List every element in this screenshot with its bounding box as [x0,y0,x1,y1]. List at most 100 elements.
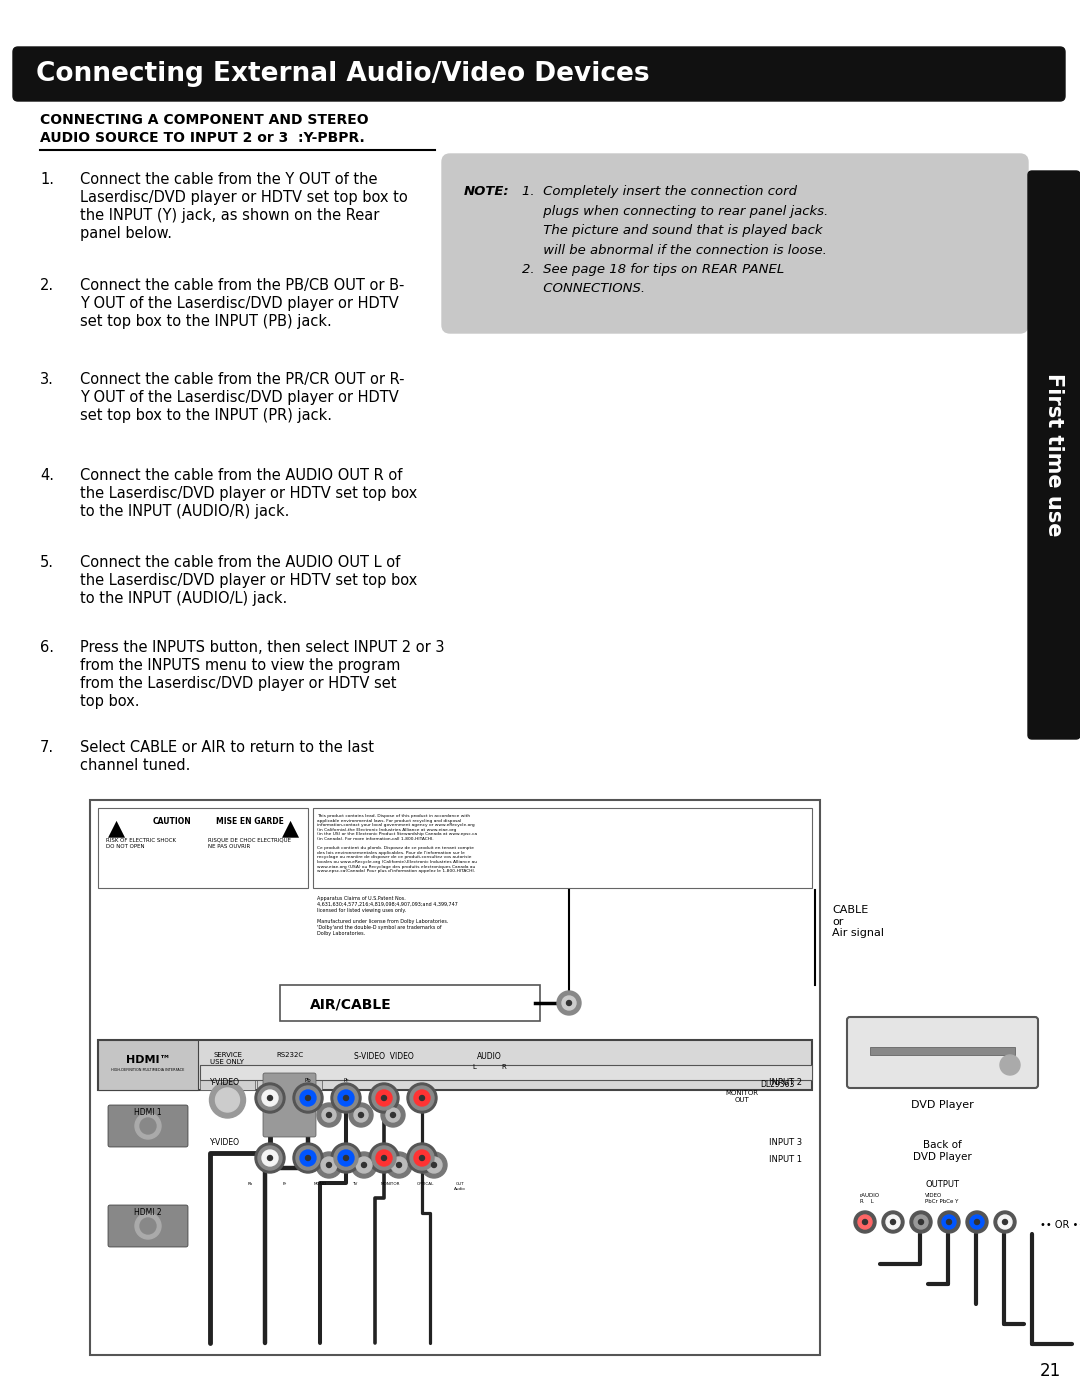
Text: HDMI™: HDMI™ [125,1055,171,1065]
Circle shape [258,1146,282,1171]
Text: RISQUE DE CHOC ELECTRIQUE
NE PAS OUVRIR: RISQUE DE CHOC ELECTRIQUE NE PAS OUVRIR [208,838,291,849]
FancyBboxPatch shape [280,985,540,1021]
Circle shape [293,1083,323,1113]
Text: •• OR ••: •• OR •• [1040,1220,1080,1229]
Circle shape [369,1083,399,1113]
Circle shape [362,1162,366,1168]
Circle shape [210,1083,245,1118]
Text: 6.: 6. [40,640,54,655]
Circle shape [351,1153,377,1178]
Text: OUTPUT: OUTPUT [926,1180,959,1189]
Circle shape [318,1104,341,1127]
Circle shape [396,1162,402,1168]
Circle shape [316,1153,342,1178]
Text: to the INPUT (AUDIO/R) jack.: to the INPUT (AUDIO/R) jack. [80,504,289,520]
Text: 1.: 1. [40,172,54,187]
FancyBboxPatch shape [90,800,820,1355]
Text: 7.: 7. [40,740,54,754]
Text: Connect the cable from the PB/CB OUT or B-: Connect the cable from the PB/CB OUT or … [80,278,404,293]
Circle shape [562,996,576,1010]
Text: from the Laserdisc/DVD player or HDTV set: from the Laserdisc/DVD player or HDTV se… [80,676,396,692]
Text: will be abnormal if the connection is loose.: will be abnormal if the connection is lo… [522,243,827,257]
Circle shape [255,1143,285,1173]
Text: the Laserdisc/DVD player or HDTV set top box: the Laserdisc/DVD player or HDTV set top… [80,486,417,502]
Text: channel tuned.: channel tuned. [80,759,190,773]
Circle shape [426,1157,442,1173]
Circle shape [994,1211,1016,1234]
Circle shape [1002,1220,1008,1225]
Circle shape [910,1211,932,1234]
Text: HIGH-DEFINITION MULTIMEDIA INTERFACE: HIGH-DEFINITION MULTIMEDIA INTERFACE [111,1067,185,1071]
Text: 2.: 2. [40,278,54,293]
Circle shape [216,1088,240,1112]
Text: 1.  Completely insert the connection cord: 1. Completely insert the connection cord [522,184,797,198]
Text: DVD Player: DVD Player [912,1099,974,1111]
Text: ▲: ▲ [107,819,124,838]
Circle shape [268,1155,272,1161]
Text: VIDEO
PbCr PbCe Y: VIDEO PbCr PbCe Y [924,1193,958,1204]
Text: TV: TV [352,1182,357,1186]
Text: This product contains lead. Dispose of this product in accordance with
applicabl: This product contains lead. Dispose of t… [318,814,477,873]
Text: the Laserdisc/DVD player or HDTV set top box: the Laserdisc/DVD player or HDTV set top… [80,573,417,588]
Circle shape [338,1090,354,1106]
Circle shape [369,1143,399,1173]
FancyBboxPatch shape [200,1065,812,1080]
Text: CONNECTING A COMPONENT AND STEREO: CONNECTING A COMPONENT AND STEREO [40,113,368,127]
Circle shape [567,1000,571,1006]
Circle shape [262,1150,278,1166]
Text: RISK OF ELECTRIC SHOCK
DO NOT OPEN: RISK OF ELECTRIC SHOCK DO NOT OPEN [106,838,176,849]
Circle shape [330,1143,361,1173]
Circle shape [381,1104,405,1127]
Text: Select CABLE or AIR to return to the last: Select CABLE or AIR to return to the las… [80,740,374,754]
Circle shape [391,1157,407,1173]
Text: set top box to the INPUT (PR) jack.: set top box to the INPUT (PR) jack. [80,408,332,423]
FancyBboxPatch shape [13,47,1065,101]
Text: Connect the cable from the AUDIO OUT R of: Connect the cable from the AUDIO OUT R o… [80,468,403,483]
Circle shape [306,1095,311,1101]
Text: DL29363: DL29363 [760,1080,794,1090]
Text: the INPUT (Y) jack, as shown on the Rear: the INPUT (Y) jack, as shown on the Rear [80,208,379,224]
Text: ▲: ▲ [282,819,298,838]
Circle shape [268,1095,272,1101]
Text: INPUT 3: INPUT 3 [769,1139,802,1147]
Text: Pb: Pb [247,1182,253,1186]
Text: Connect the cable from the Y OUT of the: Connect the cable from the Y OUT of the [80,172,378,187]
Text: MONO: MONO [313,1182,326,1186]
Circle shape [974,1220,980,1225]
Circle shape [421,1153,447,1178]
Circle shape [946,1220,951,1225]
Text: Pr: Pr [343,1078,349,1083]
Circle shape [140,1218,156,1234]
FancyBboxPatch shape [313,807,812,888]
FancyBboxPatch shape [1028,170,1080,739]
Circle shape [410,1085,434,1111]
Text: 2.  See page 18 for tips on REAR PANEL: 2. See page 18 for tips on REAR PANEL [522,263,784,277]
Text: Connect the cable from the AUDIO OUT L of: Connect the cable from the AUDIO OUT L o… [80,555,401,570]
Text: 5.: 5. [40,555,54,570]
Text: NOTE:: NOTE: [464,184,510,198]
Circle shape [300,1090,316,1106]
Text: AUDIO SOURCE TO INPUT 2 or 3  :Y-PBPR.: AUDIO SOURCE TO INPUT 2 or 3 :Y-PBPR. [40,131,365,145]
Text: CABLE
or
Air signal: CABLE or Air signal [832,905,885,939]
Circle shape [376,1090,392,1106]
Circle shape [343,1155,349,1161]
Text: MONITOR: MONITOR [380,1182,400,1186]
Circle shape [354,1108,368,1122]
Circle shape [407,1083,437,1113]
Text: top box.: top box. [80,694,139,710]
Circle shape [414,1090,430,1106]
Circle shape [891,1220,895,1225]
Text: INPUT 2: INPUT 2 [769,1078,802,1087]
Text: Pr: Pr [283,1182,287,1186]
Text: plugs when connecting to rear panel jacks.: plugs when connecting to rear panel jack… [522,204,828,218]
Text: HDMI 1: HDMI 1 [134,1108,162,1118]
Text: Pb: Pb [305,1078,311,1083]
Text: INPUT 1: INPUT 1 [769,1155,802,1164]
FancyBboxPatch shape [870,1046,1015,1055]
Text: 3.: 3. [40,372,54,387]
Text: Y-VIDEO: Y-VIDEO [210,1078,240,1087]
Circle shape [966,1211,988,1234]
Circle shape [432,1162,436,1168]
Circle shape [376,1150,392,1166]
Text: AUDIO: AUDIO [476,1052,501,1060]
